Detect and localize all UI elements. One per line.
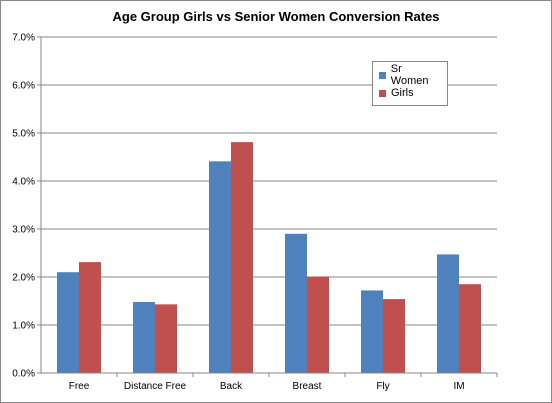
bar-sr-women-breast [285, 233, 307, 373]
legend-swatch-girls [379, 89, 386, 97]
y-tick-label: 3.0% [12, 225, 35, 236]
y-tick-label: 7.0% [12, 33, 35, 44]
legend-label-sr-women: Sr Women [390, 63, 429, 87]
x-tick-label: Breast [293, 381, 322, 392]
bar-girls-breast [307, 276, 329, 373]
x-tick-label: Back [220, 381, 243, 392]
axes: 0.0% 1.0% 2.0% 3.0% 4.0% 5.0% 6.0% 7.0% Free Dist… [12, 33, 498, 392]
x-tick-label: IM [453, 381, 464, 392]
bar-girls-back [231, 142, 253, 373]
bar-girls-im [459, 284, 481, 373]
bar-sr-women-free [57, 272, 79, 373]
bar-sr-women-distance-free [133, 301, 155, 373]
chart-title: Age Group Girls vs Senior Women Conversi… [112, 9, 440, 24]
bars [57, 142, 481, 373]
bar-sr-women-fly [361, 290, 383, 373]
y-tick-label: 2.0% [12, 273, 35, 284]
bar-sr-women-back [209, 161, 231, 373]
x-tick-label: Fly [376, 381, 389, 392]
x-tick-label: Distance Free [124, 381, 187, 392]
bar-girls-free [79, 262, 101, 373]
bar-girls-distance-free [155, 304, 177, 373]
legend-swatch-sr-women [379, 71, 386, 79]
legend: Sr Women Girls [372, 61, 448, 106]
legend-item-girls: Girls [379, 84, 441, 102]
bar-sr-women-im [437, 254, 459, 373]
y-tick-label: 1.0% [12, 321, 35, 332]
x-tick-label: Free [69, 381, 90, 392]
legend-label-girls: Girls [391, 87, 414, 99]
y-tick-label: 0.0% [12, 369, 35, 380]
y-tick-label: 4.0% [12, 177, 35, 188]
y-tick-label: 6.0% [12, 81, 35, 92]
y-tick-label: 5.0% [12, 129, 35, 140]
legend-item-sr-women: Sr Women [379, 63, 441, 87]
bar-girls-fly [383, 299, 405, 373]
